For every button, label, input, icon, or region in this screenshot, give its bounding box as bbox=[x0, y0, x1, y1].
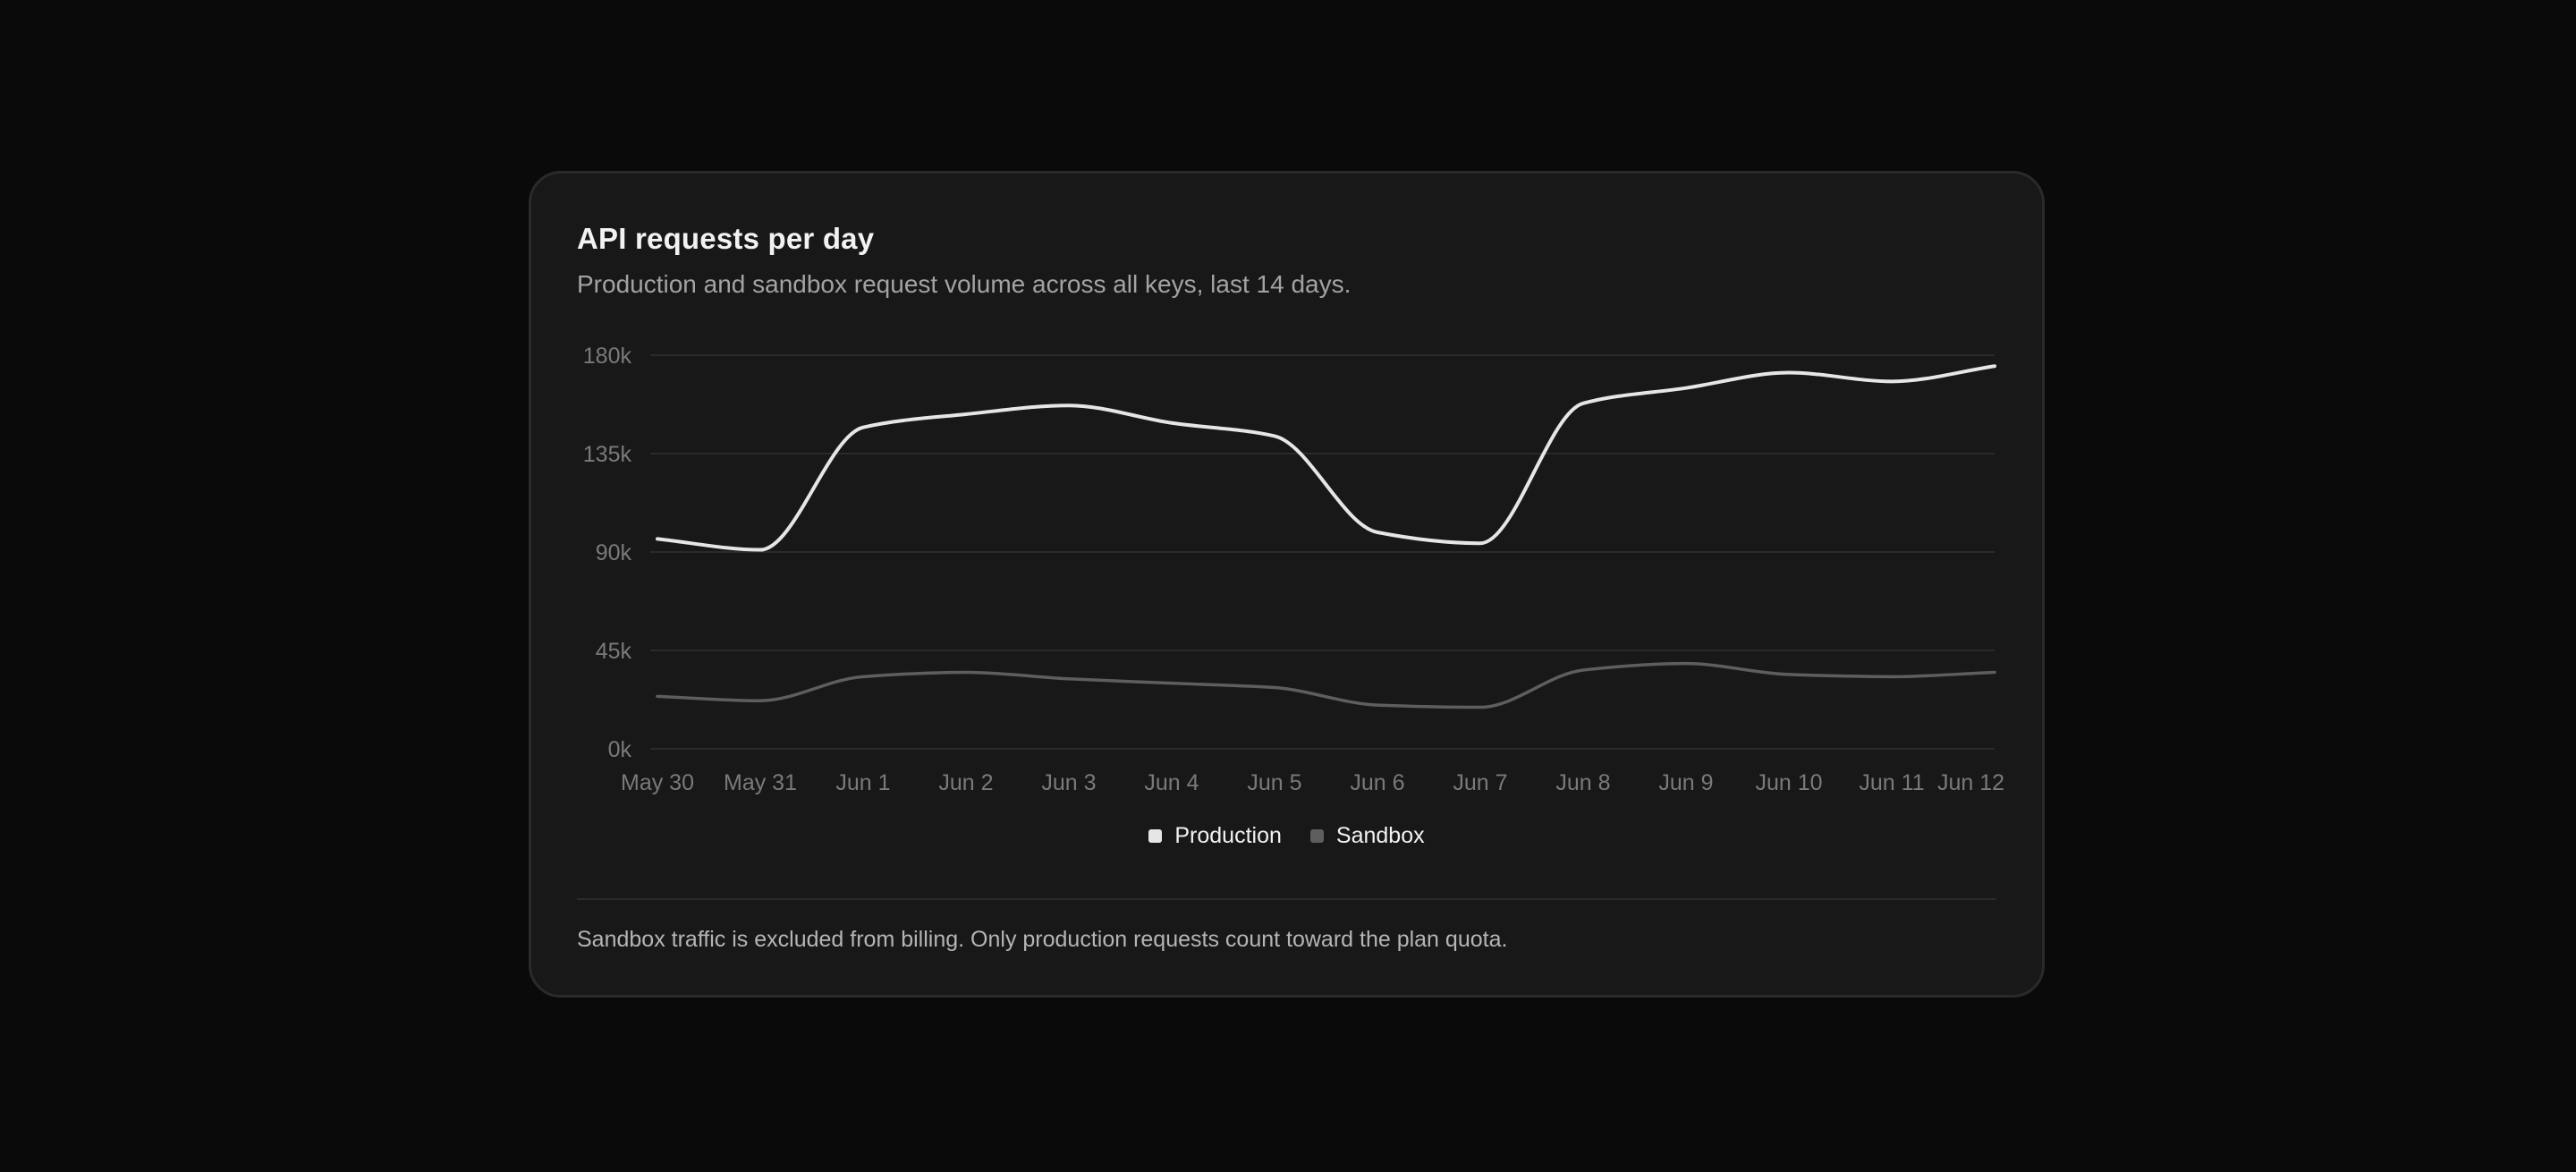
x-tick-label: Jun 4 bbox=[1144, 770, 1199, 795]
chart-card: API requests per day Production and sand… bbox=[529, 171, 2045, 998]
x-tick-label: Jun 1 bbox=[835, 770, 890, 795]
chart-title: API requests per day bbox=[577, 222, 875, 255]
x-tick-label: May 31 bbox=[724, 770, 797, 795]
legend-swatch bbox=[1148, 829, 1163, 843]
series-line-production bbox=[656, 364, 1996, 552]
y-tick-label: 180k bbox=[583, 344, 632, 369]
x-tick-label: Jun 6 bbox=[1350, 770, 1404, 795]
x-tick-label: Jun 5 bbox=[1247, 770, 1301, 795]
x-tick-label: Jun 9 bbox=[1658, 770, 1713, 795]
legend-item-sandbox: Sandbox bbox=[1309, 823, 1425, 849]
y-tick-label: 0k bbox=[608, 737, 632, 762]
footer-divider bbox=[577, 898, 1996, 900]
x-tick-label: Jun 3 bbox=[1041, 770, 1096, 795]
y-tick-label: 45k bbox=[596, 639, 632, 664]
x-tick-label: May 30 bbox=[621, 770, 694, 795]
x-axis-ticks: May 30 May 31 Jun 1 Jun 2 Jun 3 Jun 4 Jun 5 Jun… bbox=[621, 770, 2004, 795]
gridlines bbox=[650, 354, 1995, 750]
x-tick-label: Jun 10 bbox=[1755, 770, 1822, 795]
billing-footnote: Sandbox traffic is excluded from billing… bbox=[577, 927, 1508, 952]
chart-legend: Production Sandbox bbox=[531, 823, 2042, 849]
legend-item-production: Production bbox=[1148, 823, 1282, 849]
x-tick-label: Jun 12 bbox=[1937, 770, 2004, 795]
legend-label: Sandbox bbox=[1335, 823, 1425, 848]
series-line-sandbox bbox=[656, 661, 1996, 709]
line-chart: 0k 45k 90k 135k 180k May 30 May 31 Jun 1 Jun 2 J… bbox=[583, 344, 2004, 795]
x-tick-label: Jun 7 bbox=[1453, 770, 1507, 795]
x-tick-label: Jun 2 bbox=[938, 770, 993, 795]
legend-swatch bbox=[1309, 829, 1324, 843]
y-tick-label: 135k bbox=[583, 442, 632, 467]
legend-label: Production bbox=[1174, 823, 1282, 848]
series-lines bbox=[656, 364, 1996, 709]
y-tick-label: 90k bbox=[596, 540, 632, 565]
y-axis-ticks: 0k 45k 90k 135k 180k bbox=[583, 344, 632, 762]
chart-subtitle: Production and sandbox request volume ac… bbox=[577, 270, 1352, 298]
x-tick-label: Jun 8 bbox=[1555, 770, 1610, 795]
x-tick-label: Jun 11 bbox=[1859, 770, 1924, 795]
